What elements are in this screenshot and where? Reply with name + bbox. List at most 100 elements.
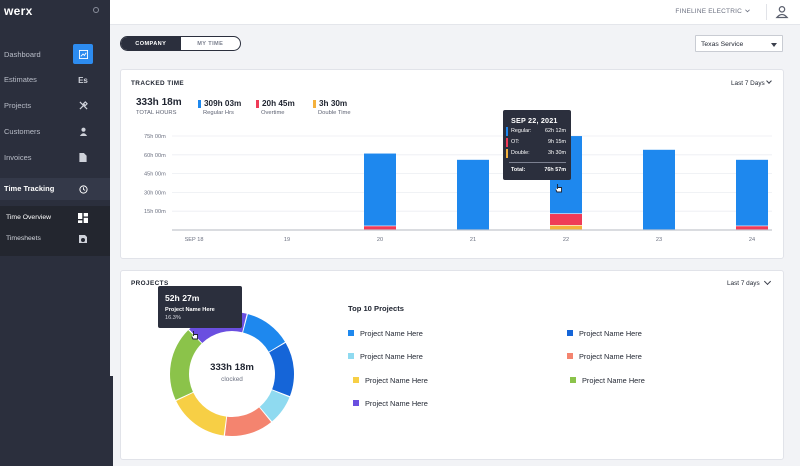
person-icon (73, 121, 93, 141)
donut-tooltip-value: 52h 27m (165, 293, 200, 303)
tracked-time-bar-chart: 75h 00m 60h 00m 45h 00m 30h 00m 15h 00m SEP 1… (144, 134, 772, 243)
legend-swatch (570, 377, 576, 383)
sidebar-item-label: Projects (4, 101, 32, 110)
bar-segment-regular (457, 159, 489, 230)
legend-label: Project Name Here (360, 328, 423, 338)
company-switcher[interactable]: FINELINE ELECTRIC (675, 8, 742, 15)
tooltip-row-ot: OT: 9h 15m (506, 138, 566, 147)
donut-slice[interactable] (170, 330, 202, 400)
time-tracking-subnav: Time Overview Timesheets (0, 206, 110, 256)
donut-slice[interactable] (269, 342, 294, 397)
tools-icon (73, 95, 93, 115)
subnav-item-label: Timesheets (6, 235, 41, 242)
sidebar-item-time-tracking[interactable]: Time Tracking (0, 178, 110, 200)
chevron-down-icon[interactable] (745, 9, 750, 13)
location-select[interactable]: Texas Service (695, 35, 783, 52)
donut-slice[interactable] (224, 407, 272, 436)
legend-label: Project Name Here (365, 398, 428, 408)
donut-tooltip-name: Project Name Here (165, 307, 215, 313)
sidebar-item-projects[interactable]: Projects (0, 94, 110, 116)
legend-label: Project Name Here (579, 351, 642, 361)
stat-overtime-label: Overtime (261, 110, 285, 116)
legend-swatch (348, 353, 354, 359)
tracked-time-range[interactable]: Last 7 Days (731, 80, 765, 87)
double-time-swatch (313, 99, 316, 108)
sidebar-item-label: Dashboard (4, 50, 41, 59)
overtime-swatch (506, 138, 508, 147)
tooltip-total-label: Total: (511, 167, 526, 173)
caret-down-icon (771, 43, 777, 47)
regular-swatch (506, 127, 508, 136)
legend-swatch (353, 400, 359, 406)
tooltip-row-double: Double: 3h 30m (506, 149, 566, 158)
sidebar-item-customers[interactable]: Customers (0, 120, 110, 142)
bar-segment-regular (364, 153, 396, 226)
sidebar-item-dashboard[interactable]: Dashboard (0, 43, 110, 65)
tooltip-key: Regular: (511, 128, 532, 134)
view-toggle: COMPANY MY TIME (120, 36, 241, 51)
legend-item[interactable]: Project Name Here (570, 375, 645, 385)
y-tick-label: 60h 00m (144, 153, 166, 159)
legend-item[interactable]: Project Name Here (567, 351, 642, 361)
donut-slice[interactable] (243, 314, 286, 352)
y-tick-label: 15h 00m (144, 209, 166, 215)
stat-double-time: 3h 30m Double Time (313, 99, 351, 116)
tooltip-date: SEP 22, 2021 (511, 116, 558, 125)
werx-logo[interactable]: werx (4, 4, 33, 18)
subnav-item-timesheets[interactable]: Timesheets (0, 229, 110, 249)
toggle-company[interactable]: COMPANY (121, 37, 181, 50)
user-account-icon[interactable] (775, 5, 789, 19)
legend-label: Project Name Here (579, 328, 642, 338)
stat-overtime-value: 20h 45m (262, 99, 295, 108)
x-tick-label: 19 (284, 237, 290, 243)
stat-total-value: 333h 18m (136, 97, 182, 108)
projects-range[interactable]: Last 7 days (727, 280, 760, 287)
legend-item[interactable]: Project Name Here (353, 398, 428, 408)
stat-total-label: TOTAL HOURS (136, 110, 177, 116)
es-icon: Es (78, 75, 88, 85)
sidebar-item-estimates[interactable]: Estimates Es (0, 69, 110, 91)
bar-segment-double (550, 225, 582, 230)
top-projects-title: Top 10 Projects (348, 304, 404, 313)
legend-item[interactable]: Project Name Here (348, 328, 423, 338)
legend-item[interactable]: Project Name Here (567, 328, 642, 338)
donut-tooltip: 52h 27m Project Name Here 16.3% (158, 286, 242, 328)
sidebar-lower (0, 376, 113, 466)
sidebar-item-invoices[interactable]: Invoices (0, 146, 110, 168)
clock-icon (73, 179, 93, 199)
legend-item[interactable]: Project Name Here (353, 375, 428, 385)
toggle-my-time[interactable]: MY TIME (197, 40, 224, 47)
bar-segment-ot (364, 226, 396, 230)
tracked-time-title: TRACKED TIME (131, 80, 185, 87)
donut-slice[interactable] (176, 392, 227, 436)
stat-double-label: Double Time (318, 110, 351, 116)
donut-slice[interactable] (259, 390, 290, 422)
document-icon (73, 147, 93, 167)
double-time-swatch (506, 149, 508, 158)
donut-center-value: 333h 18m (210, 362, 254, 373)
collapse-toggle-icon[interactable] (93, 7, 99, 13)
sidebar-item-label: Invoices (4, 153, 32, 162)
y-tick-label: 45h 00m (144, 172, 166, 178)
legend-item[interactable]: Project Name Here (348, 351, 423, 361)
bar-segment-regular (736, 159, 768, 226)
x-tick-label: 20 (377, 237, 383, 243)
projects-title: PROJECTS (131, 280, 169, 287)
tooltip-value: 3h 30m (548, 150, 566, 156)
tooltip-value: 62h 12m (545, 128, 566, 134)
x-tick-label: 22 (563, 237, 569, 243)
tooltip-value: 9h 15m (548, 139, 566, 145)
location-select-value: Texas Service (701, 40, 744, 48)
overtime-swatch (256, 99, 259, 108)
chart-tooltip: SEP 22, 2021 Regular: 62h 12m OT: 9h 15m… (503, 110, 571, 180)
subnav-item-time-overview[interactable]: Time Overview (0, 208, 110, 228)
x-tick-label: 23 (656, 237, 662, 243)
sidebar-item-label: Estimates (4, 75, 37, 84)
donut-center-label: clocked (221, 376, 243, 383)
legend-label: Project Name Here (582, 375, 645, 385)
bar-segment-ot (550, 214, 582, 226)
legend-swatch (567, 330, 573, 336)
sidebar-item-label: Time Tracking (4, 184, 55, 193)
stat-regular: 309h 03m Regular Hrs (198, 99, 241, 116)
stat-regular-value: 309h 03m (204, 99, 242, 108)
